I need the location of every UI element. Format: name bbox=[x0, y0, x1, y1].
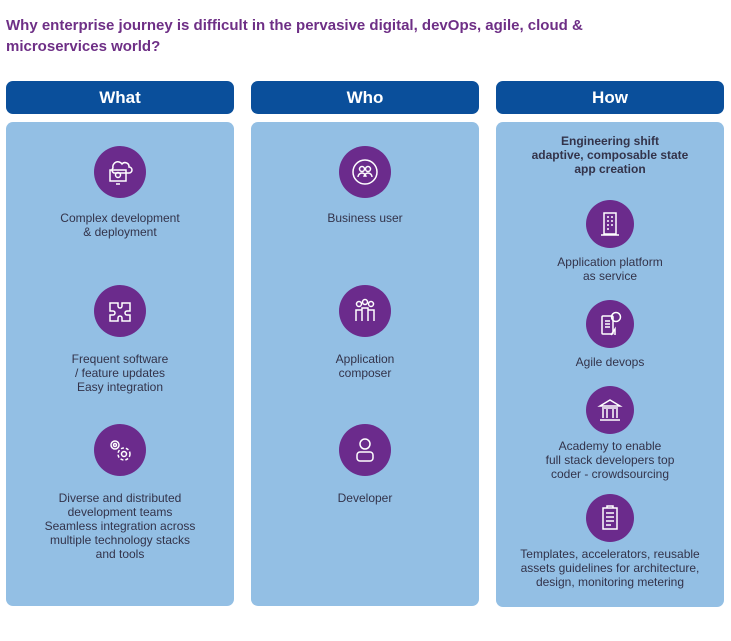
item-label: Complex development & deployment bbox=[60, 211, 180, 239]
header-how: How bbox=[496, 81, 724, 114]
cloud-monitor-icon bbox=[94, 146, 146, 198]
item-label: Application composer bbox=[335, 352, 395, 380]
item-label: Templates, accelerators, reusable assets … bbox=[520, 547, 700, 589]
item-label: Academy to enable full stack developers t… bbox=[545, 439, 675, 481]
header-what: What bbox=[6, 81, 234, 114]
mobile-payment-icon bbox=[586, 300, 634, 348]
building-icon bbox=[586, 200, 634, 248]
developer-icon bbox=[339, 424, 391, 476]
team-icon bbox=[339, 285, 391, 337]
item-label: Application platform as service bbox=[557, 255, 663, 283]
item-label: Diverse and distributed development teams… bbox=[44, 491, 196, 561]
item-label: Business user bbox=[327, 211, 403, 225]
item-label: Developer bbox=[337, 491, 393, 505]
business-user-icon bbox=[339, 146, 391, 198]
header-who: Who bbox=[251, 81, 479, 114]
panel-how: Engineering shift adaptive, composable st… bbox=[496, 122, 724, 607]
gears-icon bbox=[94, 424, 146, 476]
panel-what: Complex development & deployment Frequent… bbox=[6, 122, 234, 606]
item-label: Agile devops bbox=[575, 355, 645, 369]
page-title: Why enterprise journey is difficult in t… bbox=[6, 17, 583, 55]
clipboard-icon bbox=[586, 494, 634, 542]
panel-who: Business user Application composer Develo… bbox=[251, 122, 479, 606]
how-subtitle: Engineering shift adaptive, composable st… bbox=[531, 134, 689, 176]
puzzle-icon bbox=[94, 285, 146, 337]
item-label: Frequent software / feature updates Easy i… bbox=[71, 352, 169, 394]
academy-icon bbox=[586, 386, 634, 434]
